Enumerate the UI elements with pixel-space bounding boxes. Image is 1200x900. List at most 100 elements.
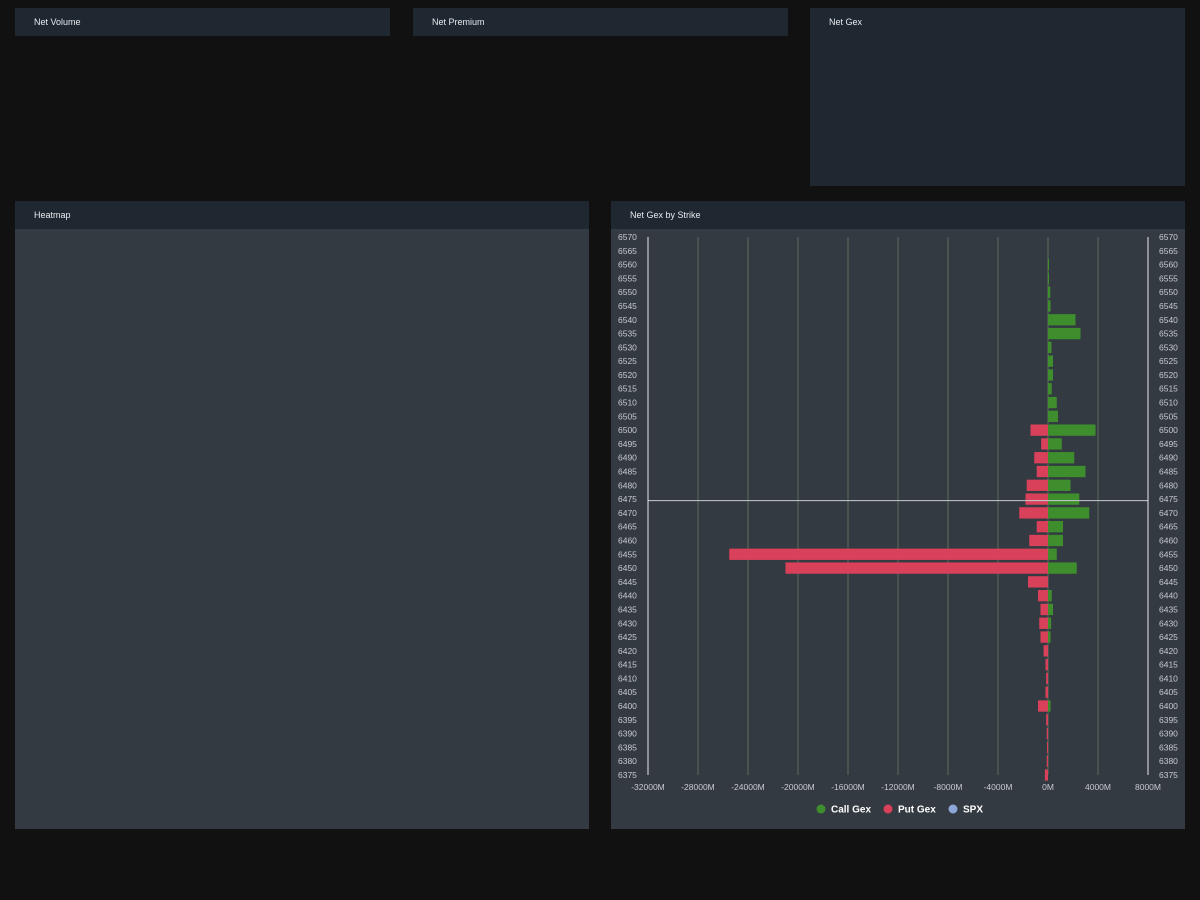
call-gex-bar xyxy=(1048,272,1049,285)
strike-label-right: 6445 xyxy=(1159,577,1178,587)
strike-label-left: 6510 xyxy=(618,398,637,408)
strike-label-right: 6510 xyxy=(1159,398,1178,408)
strike-label-right: 6505 xyxy=(1159,411,1178,421)
strike-label-left: 6505 xyxy=(618,411,637,421)
strike-label-right: 6390 xyxy=(1159,729,1178,739)
strike-label-left: 6425 xyxy=(618,632,637,642)
strike-label-right: 6415 xyxy=(1159,660,1178,670)
net-premium-panel: Net Premium xyxy=(413,8,788,36)
strike-label-left: 6475 xyxy=(618,494,637,504)
legend-label-put-gex: Put Gex xyxy=(898,805,936,816)
put-gex-bar xyxy=(1036,521,1048,533)
strike-label-right: 6485 xyxy=(1159,467,1178,477)
strike-label-right: 6405 xyxy=(1159,687,1178,697)
put-gex-bar xyxy=(1047,741,1048,754)
call-gex-bar xyxy=(1048,507,1090,519)
put-gex-bar xyxy=(729,548,1048,560)
strike-label-right: 6470 xyxy=(1159,508,1178,518)
put-gex-bar xyxy=(1045,686,1048,698)
net-gex-by-strike-panel: Net Gex by Strike 6570 6565 6560 6555 6550 65… xyxy=(611,201,1185,829)
put-gex-bar xyxy=(785,562,1048,574)
call-gex-bar xyxy=(1048,534,1063,547)
grid-lines xyxy=(697,237,1099,775)
x-tick-label: -16000M xyxy=(831,782,865,792)
strike-label-right: 6450 xyxy=(1159,563,1178,573)
strike-label-right: 6525 xyxy=(1159,356,1178,366)
strike-label-right: 6515 xyxy=(1159,384,1178,394)
x-tick-label: -8000M xyxy=(934,782,963,792)
strike-label-left: 6495 xyxy=(618,439,637,449)
call-gex-bar xyxy=(1048,396,1057,409)
strike-label-left: 6465 xyxy=(618,522,637,532)
strike-label-right: 6395 xyxy=(1159,715,1178,725)
strike-label-right: 6385 xyxy=(1159,742,1178,752)
strike-label-left: 6540 xyxy=(618,315,637,325)
put-gex-bar xyxy=(1034,452,1048,464)
put-gex-bar xyxy=(1028,576,1048,588)
net-gex-title: Net Gex xyxy=(810,8,1185,36)
strike-label-left: 6500 xyxy=(618,425,637,435)
call-gex-bar xyxy=(1048,300,1051,312)
strike-label-right: 6540 xyxy=(1159,315,1178,325)
strike-label-left: 6535 xyxy=(618,329,637,339)
put-gex-bar xyxy=(1039,617,1048,629)
call-gex-bar xyxy=(1048,369,1053,381)
put-gex-bar xyxy=(1045,658,1048,671)
legend-marker-call-gex xyxy=(816,804,826,814)
net-premium-title: Net Premium xyxy=(413,8,788,36)
heatmap-title: Heatmap xyxy=(15,201,589,229)
heatmap-body xyxy=(15,229,589,829)
strike-label-left: 6530 xyxy=(618,342,637,352)
put-gex-bar xyxy=(1030,424,1048,436)
x-tick-label: -12000M xyxy=(881,782,915,792)
put-gex-bar xyxy=(1038,590,1048,602)
legend-marker-put-gex xyxy=(883,804,893,814)
call-gex-bar xyxy=(1048,617,1052,629)
call-gex-bar xyxy=(1048,493,1080,505)
strike-label-left: 6380 xyxy=(618,756,637,766)
strike-label-right: 6550 xyxy=(1159,287,1178,297)
strike-label-left: 6470 xyxy=(618,508,637,518)
strike-label-right: 6460 xyxy=(1159,535,1178,545)
strike-label-right: 6570 xyxy=(1159,232,1178,242)
call-gex-bar xyxy=(1048,548,1057,560)
call-gex-bar xyxy=(1048,631,1051,643)
put-gex-bar xyxy=(1036,465,1048,478)
strike-label-left: 6485 xyxy=(618,467,637,477)
strike-label-left: 6400 xyxy=(618,701,637,711)
put-gex-bar xyxy=(1046,727,1048,740)
net-gex-body xyxy=(810,36,1185,186)
strike-label-left: 6455 xyxy=(618,549,637,559)
x-axis-labels: -32000M -28000M -24000M -20000M -16000M -1200… xyxy=(631,782,1161,792)
strike-label-right: 6560 xyxy=(1159,260,1178,270)
chart-legend: Call Gex Put Gex SPX xyxy=(816,804,983,816)
strike-label-right: 6465 xyxy=(1159,522,1178,532)
strike-label-left: 6480 xyxy=(618,480,637,490)
put-gex-bar xyxy=(1029,534,1048,547)
strike-label-left: 6445 xyxy=(618,577,637,587)
strike-label-left: 6490 xyxy=(618,453,637,463)
call-gex-bar xyxy=(1048,327,1081,340)
x-tick-label: 0M xyxy=(1042,782,1054,792)
strike-label-left: 6450 xyxy=(618,563,637,573)
strike-label-right: 6565 xyxy=(1159,246,1178,256)
strike-label-left: 6385 xyxy=(618,742,637,752)
call-gex-bar xyxy=(1048,355,1053,367)
y-axis-right-labels: 6570 6565 6560 6555 6550 6545 6540 6535 6530 6525… xyxy=(1159,232,1178,780)
axes xyxy=(647,237,1149,775)
net-gex-panel: Net Gex xyxy=(810,8,1185,186)
put-gex-bar xyxy=(1043,645,1048,657)
strike-label-right: 6535 xyxy=(1159,329,1178,339)
strike-label-right: 6475 xyxy=(1159,494,1178,504)
legend-label-call-gex: Call Gex xyxy=(831,805,871,816)
strike-label-right: 6425 xyxy=(1159,632,1178,642)
call-gex-bar xyxy=(1048,258,1049,271)
net-gex-by-strike-title: Net Gex by Strike xyxy=(611,201,1185,229)
x-tick-label: -32000M xyxy=(631,782,665,792)
call-gex-bar xyxy=(1048,479,1071,491)
y-axis-left-labels: 6570 6565 6560 6555 6550 6545 6540 6535 6530 6525… xyxy=(618,232,637,780)
call-gex-bar xyxy=(1048,521,1063,533)
call-gex-bar xyxy=(1048,452,1075,464)
net-volume-panel: Net Volume xyxy=(15,8,390,36)
call-gex-bar xyxy=(1048,286,1051,298)
